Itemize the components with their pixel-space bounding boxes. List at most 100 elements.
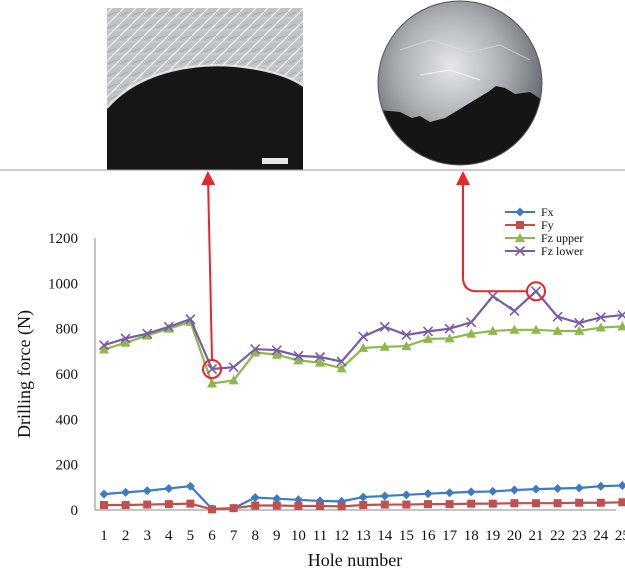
data-point-fz-lower	[466, 317, 477, 328]
data-point-fz-upper	[487, 325, 498, 335]
data-point-fy	[618, 498, 625, 507]
data-point-fy	[402, 500, 411, 509]
data-point-fz-lower	[401, 329, 412, 341]
legend-marker	[515, 233, 525, 242]
data-point-fy	[272, 501, 281, 510]
data-point-fy	[208, 505, 216, 514]
data-point-fx	[272, 494, 282, 504]
right-micrograph	[377, 0, 543, 166]
x-tick-label: 9	[273, 528, 281, 544]
data-point-fz-lower	[271, 345, 282, 356]
data-point-fx	[553, 483, 563, 493]
x-tick-label: 5	[187, 528, 195, 544]
legend-marker	[514, 245, 526, 257]
scale-bar	[262, 158, 288, 164]
data-point-fx	[99, 489, 109, 499]
series-fz-lower	[98, 286, 625, 375]
data-point-fz-lower	[206, 363, 218, 375]
legend-label: Fz lower	[541, 244, 583, 258]
data-point-fz-upper	[315, 357, 325, 367]
x-tick-label: 20	[507, 528, 522, 544]
y-tick-label: 0	[71, 503, 79, 519]
x-tick-label: 14	[377, 528, 393, 544]
data-point-fz-upper	[120, 337, 131, 347]
data-point-fz-lower	[379, 321, 390, 332]
data-point-fx	[617, 481, 625, 491]
x-tick-label: 1	[100, 528, 108, 544]
data-point-fy	[229, 504, 238, 513]
data-point-fz-upper	[250, 347, 261, 357]
y-axis-title: Drilling force (N)	[14, 310, 35, 438]
data-point-fz-lower	[228, 362, 239, 373]
data-point-fz-lower	[293, 350, 304, 361]
data-point-fz-upper	[444, 333, 455, 343]
data-point-fx	[164, 483, 174, 493]
data-point-fz-upper	[595, 322, 606, 332]
data-point-fz-upper	[423, 333, 433, 343]
data-point-fz-lower	[358, 331, 369, 342]
data-point-fx	[574, 483, 584, 493]
data-point-fy	[596, 498, 605, 507]
data-point-fz-upper	[509, 324, 520, 334]
data-point-fy	[488, 499, 497, 508]
data-point-fx	[531, 484, 541, 494]
y-tick-label: 600	[56, 367, 79, 383]
data-point-fx	[445, 488, 455, 498]
data-point-fy	[380, 500, 389, 509]
data-point-fx	[401, 490, 411, 500]
x-tick-label: 4	[165, 528, 173, 544]
legend-label: Fx	[541, 205, 554, 219]
x-tick-label: 21	[529, 528, 544, 544]
highlight-layer	[201, 171, 546, 380]
data-point-fy	[186, 499, 195, 508]
data-point-fz-upper	[228, 375, 239, 385]
data-point-fx	[509, 485, 519, 495]
data-point-fy	[121, 501, 130, 510]
legend-item-fz-lower: Fz lower	[505, 244, 583, 258]
data-point-fy	[532, 499, 540, 508]
data-point-fz-upper	[401, 341, 412, 351]
data-point-fy	[510, 499, 519, 508]
data-point-fy	[100, 501, 108, 510]
data-point-fz-lower	[617, 310, 625, 321]
x-tick-label: 3	[143, 528, 151, 544]
data-point-fz-lower	[336, 356, 347, 367]
legend-item-fx: Fx	[505, 205, 554, 219]
legend-label: Fy	[541, 218, 554, 232]
data-point-fx	[596, 481, 606, 491]
x-tick-label: 16	[421, 528, 437, 544]
data-point-fy	[294, 501, 303, 510]
x-tick-label: 23	[572, 528, 587, 544]
x-tick-label: 7	[230, 528, 238, 544]
data-point-fz-lower	[163, 321, 174, 332]
data-point-fx	[250, 493, 260, 503]
data-point-fy	[553, 499, 562, 508]
series-fy	[100, 498, 625, 514]
data-point-fy	[251, 501, 260, 510]
data-point-fx	[121, 487, 131, 497]
legend-marker	[516, 221, 524, 229]
series-fx	[99, 481, 625, 514]
data-point-fy	[337, 502, 346, 511]
data-point-fz-lower	[314, 351, 326, 363]
data-point-fz-lower	[574, 317, 585, 329]
legend-item-fz-upper: Fz upper	[505, 231, 583, 245]
data-point-fz-lower	[250, 344, 261, 355]
x-tick-label: 17	[442, 528, 458, 544]
data-point-fx	[488, 486, 498, 496]
y-tick-labels: 0 200 400 600 800 1000 1200	[48, 231, 78, 519]
data-point-fx	[358, 492, 368, 502]
data-point-fy	[143, 500, 152, 509]
legend-item-fy: Fy	[505, 218, 554, 232]
highlight-arrow	[456, 171, 527, 293]
data-point-fy	[424, 500, 432, 509]
x-tick-label: 24	[593, 528, 609, 544]
data-point-fz-lower	[422, 326, 434, 337]
x-tick-label: 25	[615, 528, 625, 544]
data-point-fx	[185, 481, 195, 491]
x-tick-label: 6	[208, 528, 216, 544]
data-point-fz-upper	[379, 341, 390, 351]
highlight-arrow	[201, 171, 216, 361]
x-tick-label: 12	[334, 528, 349, 544]
